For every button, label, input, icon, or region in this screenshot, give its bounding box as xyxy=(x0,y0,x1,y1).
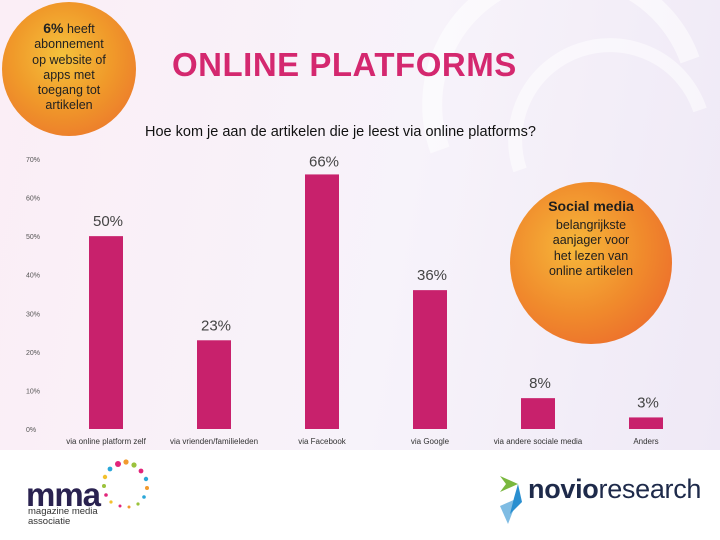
bar xyxy=(629,417,663,429)
bar xyxy=(521,398,555,429)
bar-value-label: 50% xyxy=(93,213,123,230)
callout-subscription: 6% heeft abonnement op website of apps m… xyxy=(2,2,136,136)
bar xyxy=(413,290,447,429)
callout-line-3: op website of xyxy=(32,52,106,67)
y-tick-label: 30% xyxy=(26,311,40,318)
bar-value-label: 3% xyxy=(637,394,659,411)
page-title: ONLINE PLATFORMS xyxy=(172,46,517,83)
bar xyxy=(197,340,231,429)
novio-logo-bold: novio xyxy=(528,474,599,504)
callout-line-4: apps met xyxy=(43,67,95,82)
x-category-label: via Google xyxy=(411,437,450,446)
bar-value-label: 36% xyxy=(417,267,447,284)
y-tick-label: 50% xyxy=(26,234,40,241)
decorative-arcs xyxy=(0,0,720,450)
novio-logo-icon xyxy=(500,476,522,524)
y-tick-label: 40% xyxy=(26,273,40,280)
chart-question: Hoe kom je aan de artikelen die je leest… xyxy=(145,124,536,140)
x-category-label: via vrienden/familieleden xyxy=(170,437,258,446)
callout-line-3: het lezen van xyxy=(553,248,629,263)
mma-logo-text: mma xyxy=(26,476,101,513)
bar-chart: 0% 10% 20% 30% 40% 50% 60% 70% 50% via online pla… xyxy=(26,153,663,446)
novio-logo-regular: research xyxy=(598,474,702,504)
mma-logo-icon xyxy=(102,459,149,509)
mma-tagline-line-1: magazine media xyxy=(28,506,98,517)
bar xyxy=(89,236,123,429)
x-category-label: Anders xyxy=(633,437,658,446)
novio-logo-text: novioresearch xyxy=(528,474,701,505)
x-category-label: via online platform zelf xyxy=(66,437,146,446)
callout-line-1: heeft xyxy=(63,22,95,36)
callout-highlight: 6% xyxy=(43,20,64,36)
callout-line-6: artikelen xyxy=(45,98,93,113)
bar-value-label: 8% xyxy=(529,375,551,392)
callout-line-1: belangrijkste xyxy=(555,217,627,232)
bar-value-label: 23% xyxy=(201,317,231,334)
x-category-label: via andere sociale media xyxy=(494,437,583,446)
y-tick-label: 10% xyxy=(26,388,40,395)
mma-tagline: magazine media associatie xyxy=(28,506,98,528)
callout-heading: Social media xyxy=(548,198,634,214)
bar-value-label: 66% xyxy=(309,153,339,170)
callout-line-2: abonnement xyxy=(34,37,104,52)
mma-tagline-line-2: associatie xyxy=(28,516,71,528)
bar xyxy=(305,174,339,429)
x-category-label: via Facebook xyxy=(298,437,347,446)
callout-social-media: Social media belangrijkste aanjager voor… xyxy=(510,182,672,344)
callout-line-5: toegang tot xyxy=(37,83,101,97)
y-tick-label: 20% xyxy=(26,350,40,357)
callout-line-2: aanjager voor xyxy=(552,233,630,248)
callout-line-4: online artikelen xyxy=(548,264,634,279)
y-tick-label: 70% xyxy=(26,157,40,164)
y-tick-label: 0% xyxy=(26,427,36,434)
y-tick-label: 60% xyxy=(26,196,40,203)
